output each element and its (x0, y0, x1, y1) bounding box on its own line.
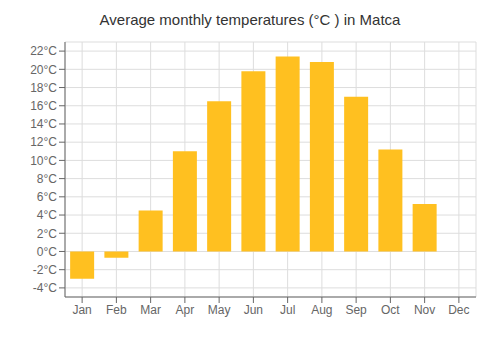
svg-text:12°C: 12°C (30, 135, 57, 149)
svg-text:Sep: Sep (345, 303, 367, 317)
svg-text:Jul: Jul (280, 303, 295, 317)
svg-text:4°C: 4°C (37, 208, 57, 222)
svg-text:22°C: 22°C (30, 44, 57, 58)
svg-text:Jun: Jun (244, 303, 263, 317)
svg-text:18°C: 18°C (30, 81, 57, 95)
svg-text:May: May (208, 303, 231, 317)
svg-text:20°C: 20°C (30, 63, 57, 77)
svg-text:Oct: Oct (381, 303, 400, 317)
svg-text:10°C: 10°C (30, 154, 57, 168)
svg-text:16°C: 16°C (30, 99, 57, 113)
svg-text:6°C: 6°C (37, 190, 57, 204)
svg-text:Aug: Aug (311, 303, 332, 317)
svg-text:2°C: 2°C (37, 227, 57, 241)
html-text:Average monthly temperatures (: Average monthly temperatures (°C ) in Ma… (99, 11, 401, 28)
svg-text:Mar: Mar (140, 303, 161, 317)
svg-text:Dec: Dec (448, 303, 469, 317)
svg-text:0°C: 0°C (37, 245, 57, 259)
svg-text:Nov: Nov (414, 303, 435, 317)
svg-text:8°C: 8°C (37, 172, 57, 186)
svg-text:Apr: Apr (176, 303, 195, 317)
svg-text:Feb: Feb (106, 303, 127, 317)
svg-text:Jan: Jan (72, 303, 91, 317)
svg-text:-2°C: -2°C (33, 263, 57, 277)
svg-text:-4°C: -4°C (33, 281, 57, 295)
svg-text:14°C: 14°C (30, 117, 57, 131)
